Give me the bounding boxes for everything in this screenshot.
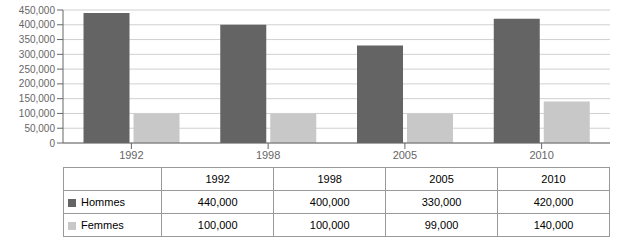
- svg-text:1998: 1998: [256, 149, 280, 161]
- html-text:100,000: 100,000: [197, 219, 238, 231]
- svg-text:250,000: 250,000: [19, 64, 56, 75]
- html-text:2010: 2010: [541, 173, 566, 185]
- svg-text:350,000: 350,000: [19, 34, 56, 45]
- svg-text:400,000: 400,000: [19, 19, 56, 30]
- html-text:1998: 1998: [317, 173, 342, 185]
- html-text:2005: 2005: [429, 173, 454, 185]
- svg-text:2005: 2005: [393, 149, 417, 161]
- html-text:140,000: 140,000: [533, 219, 574, 231]
- svg-text:200,000: 200,000: [19, 78, 56, 89]
- svg-text:0: 0: [49, 138, 55, 149]
- svg-text:50,000: 50,000: [24, 123, 55, 134]
- svg-text:300,000: 300,000: [19, 49, 56, 60]
- svg-text:2010: 2010: [529, 149, 553, 161]
- html-text:440,000: 440,000: [197, 196, 238, 208]
- html-text:Femmes: Femmes: [81, 219, 124, 232]
- html-text:420,000: 420,000: [533, 196, 574, 208]
- svg-text:450,000: 450,000: [19, 5, 56, 16]
- html-text:Hommes: Hommes: [81, 196, 125, 209]
- html-text:99,000: 99,000: [424, 219, 459, 231]
- html-text:330,000: 330,000: [421, 196, 462, 208]
- html-text:1992: 1992: [205, 173, 230, 185]
- html-text:100,000: 100,000: [309, 219, 350, 231]
- svg-text:100,000: 100,000: [19, 108, 56, 119]
- html-text:400,000: 400,000: [309, 196, 350, 208]
- svg-text:150,000: 150,000: [19, 93, 56, 104]
- svg-text:1992: 1992: [119, 149, 143, 161]
